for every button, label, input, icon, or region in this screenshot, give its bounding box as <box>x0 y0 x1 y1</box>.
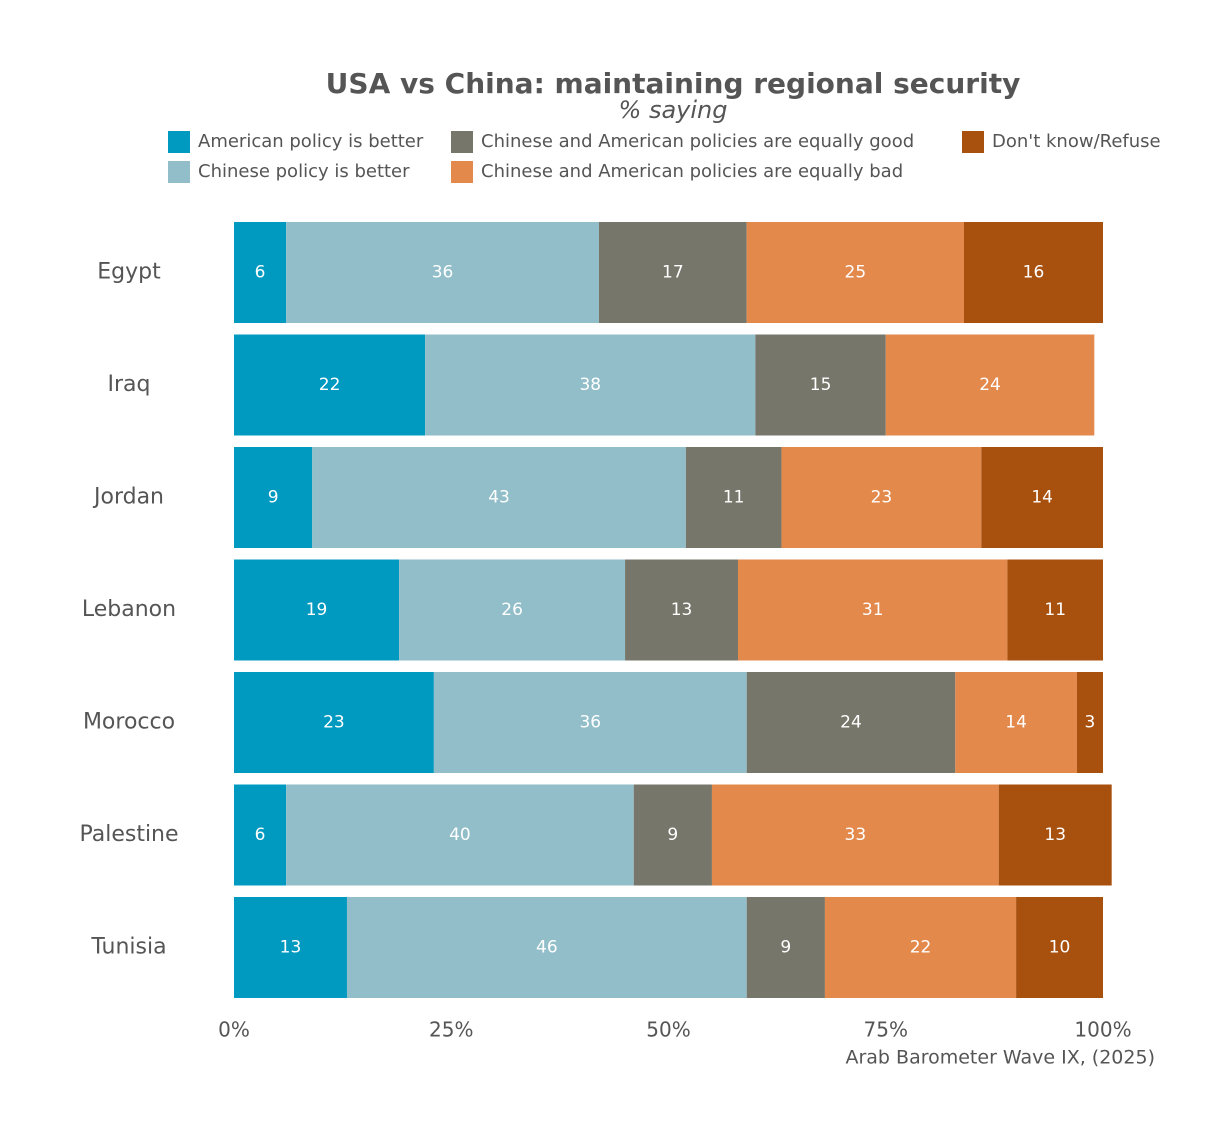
x-tick-label: 75% <box>864 1018 908 1042</box>
legend-swatch <box>451 131 473 153</box>
data-label: 11 <box>723 488 745 508</box>
data-label: 13 <box>1044 825 1066 845</box>
data-label: 14 <box>1031 488 1053 508</box>
data-label: 24 <box>840 713 862 733</box>
bar-segment <box>234 334 426 436</box>
data-label: 36 <box>579 713 601 733</box>
bar-segment <box>234 897 347 998</box>
data-label: 9 <box>780 938 791 958</box>
y-tick-label: Morocco <box>83 710 175 735</box>
bar-segment <box>738 559 1008 661</box>
data-label: 6 <box>255 263 266 283</box>
y-tick-label: Egypt <box>97 260 161 285</box>
legend-label: American policy is better <box>198 131 424 152</box>
data-label: 19 <box>306 600 328 620</box>
x-tick-label: 100% <box>1074 1018 1131 1042</box>
bar-segment <box>399 559 626 661</box>
bar-segment <box>885 334 1095 436</box>
bar-segment <box>998 784 1112 886</box>
bar-segment <box>981 447 1103 548</box>
legend-label: Chinese policy is better <box>198 161 410 182</box>
bar-segment <box>625 559 739 661</box>
bar-segment <box>234 559 400 661</box>
bar-segment <box>433 672 747 773</box>
data-label: 43 <box>488 488 510 508</box>
data-label: 23 <box>323 713 345 733</box>
bar-segment <box>711 784 999 886</box>
legend-swatch <box>451 161 473 183</box>
bar-segment <box>746 672 956 773</box>
y-tick-label: Palestine <box>79 822 178 847</box>
data-label: 25 <box>845 263 867 283</box>
bar-segment <box>425 334 756 436</box>
bar-segment <box>286 784 634 886</box>
bar-segment <box>781 447 982 548</box>
y-tick-label: Tunisia <box>90 935 166 960</box>
legend-swatch <box>168 131 190 153</box>
data-label: 31 <box>862 600 884 620</box>
chart-title: USA vs China: maintaining regional secur… <box>326 67 1021 100</box>
bar-segment <box>598 222 747 323</box>
data-label: 3 <box>1085 713 1096 733</box>
data-label: 17 <box>662 263 684 283</box>
data-label: 13 <box>671 600 693 620</box>
y-tick-label: Lebanon <box>82 597 176 622</box>
x-tick-label: 25% <box>429 1018 473 1042</box>
bar-segment <box>1007 559 1103 661</box>
x-tick-label: 50% <box>646 1018 690 1042</box>
legend-swatch <box>168 161 190 183</box>
bar-segment <box>963 222 1103 323</box>
bar-segment <box>955 672 1077 773</box>
data-label: 9 <box>667 825 678 845</box>
legend-label: Chinese and American policies are equall… <box>481 161 903 182</box>
data-label: 13 <box>280 938 302 958</box>
y-tick-label: Jordan <box>92 485 164 510</box>
y-tick-label: Iraq <box>108 372 151 397</box>
data-label: 24 <box>979 375 1001 395</box>
x-tick-label: 0% <box>218 1018 250 1042</box>
data-label: 16 <box>1023 263 1045 283</box>
bar-segment <box>633 784 712 886</box>
bar-segment <box>746 897 825 998</box>
bar-segment <box>1076 672 1103 773</box>
legend-label: Don't know/Refuse <box>992 131 1161 152</box>
data-label: 6 <box>255 825 266 845</box>
data-label: 14 <box>1005 713 1027 733</box>
bar-segment <box>234 784 287 886</box>
chart-subtitle: % saying <box>619 96 728 124</box>
bar-segment <box>346 897 747 998</box>
bar-segment <box>234 447 313 548</box>
bar-segment <box>824 897 1017 998</box>
data-label: 22 <box>910 938 932 958</box>
data-label: 40 <box>449 825 471 845</box>
bar-segment <box>1016 897 1103 998</box>
data-label: 23 <box>871 488 893 508</box>
data-label: 46 <box>536 938 558 958</box>
data-label: 38 <box>579 375 601 395</box>
bar-segment <box>234 672 434 773</box>
bar-segment <box>286 222 599 323</box>
bar-segment <box>312 447 686 548</box>
bar-segment <box>685 447 782 548</box>
data-label: 26 <box>501 600 523 620</box>
data-label: 22 <box>319 375 341 395</box>
source: Arab Barometer Wave IX, (2025) <box>845 1047 1155 1069</box>
data-label: 33 <box>845 825 867 845</box>
data-label: 11 <box>1044 600 1066 620</box>
legend-swatch <box>962 131 984 153</box>
bar-segment <box>755 334 886 436</box>
data-label: 9 <box>268 488 279 508</box>
data-label: 15 <box>810 375 832 395</box>
bar-segment <box>234 222 287 323</box>
data-label: 10 <box>1049 938 1071 958</box>
bar-segment <box>746 222 964 323</box>
legend-label: Chinese and American policies are equall… <box>481 131 914 152</box>
data-label: 36 <box>432 263 454 283</box>
